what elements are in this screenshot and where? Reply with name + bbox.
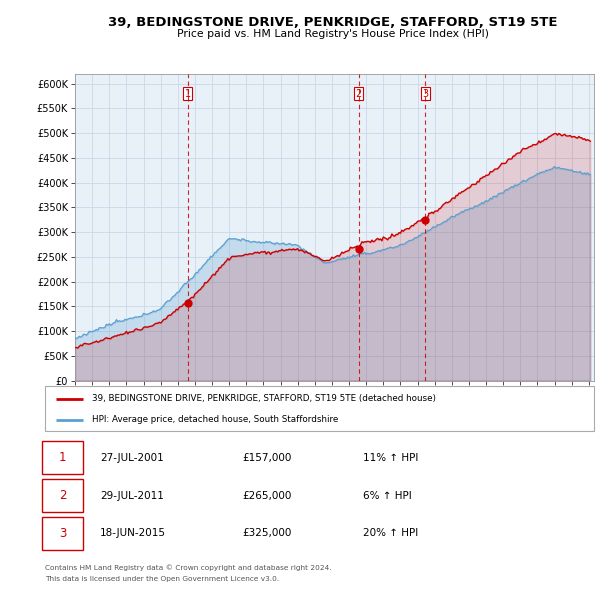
Text: £265,000: £265,000 xyxy=(242,491,292,500)
Text: 3: 3 xyxy=(59,527,67,540)
Text: This data is licensed under the Open Government Licence v3.0.: This data is licensed under the Open Gov… xyxy=(45,576,279,582)
Text: Contains HM Land Registry data © Crown copyright and database right 2024.: Contains HM Land Registry data © Crown c… xyxy=(45,564,332,571)
FancyBboxPatch shape xyxy=(42,517,83,550)
Text: 18-JUN-2015: 18-JUN-2015 xyxy=(100,529,166,538)
Text: 2: 2 xyxy=(356,88,362,99)
Text: 39, BEDINGSTONE DRIVE, PENKRIDGE, STAFFORD, ST19 5TE (detached house): 39, BEDINGSTONE DRIVE, PENKRIDGE, STAFFO… xyxy=(92,394,436,404)
Text: £325,000: £325,000 xyxy=(242,529,292,538)
Text: 39, BEDINGSTONE DRIVE, PENKRIDGE, STAFFORD, ST19 5TE: 39, BEDINGSTONE DRIVE, PENKRIDGE, STAFFO… xyxy=(108,16,558,29)
FancyBboxPatch shape xyxy=(42,479,83,512)
Text: 29-JUL-2011: 29-JUL-2011 xyxy=(100,491,164,500)
FancyBboxPatch shape xyxy=(45,386,594,431)
Text: £157,000: £157,000 xyxy=(242,453,292,463)
Text: 6% ↑ HPI: 6% ↑ HPI xyxy=(364,491,412,500)
Text: Price paid vs. HM Land Registry's House Price Index (HPI): Price paid vs. HM Land Registry's House … xyxy=(177,30,489,39)
Text: 2: 2 xyxy=(59,489,67,502)
FancyBboxPatch shape xyxy=(42,441,83,474)
Text: 1: 1 xyxy=(59,451,67,464)
Text: 20% ↑ HPI: 20% ↑ HPI xyxy=(364,529,419,538)
Text: 11% ↑ HPI: 11% ↑ HPI xyxy=(364,453,419,463)
Text: 3: 3 xyxy=(422,88,428,99)
Text: 27-JUL-2001: 27-JUL-2001 xyxy=(100,453,164,463)
Text: 1: 1 xyxy=(184,88,191,99)
Text: HPI: Average price, detached house, South Staffordshire: HPI: Average price, detached house, Sout… xyxy=(92,415,338,424)
